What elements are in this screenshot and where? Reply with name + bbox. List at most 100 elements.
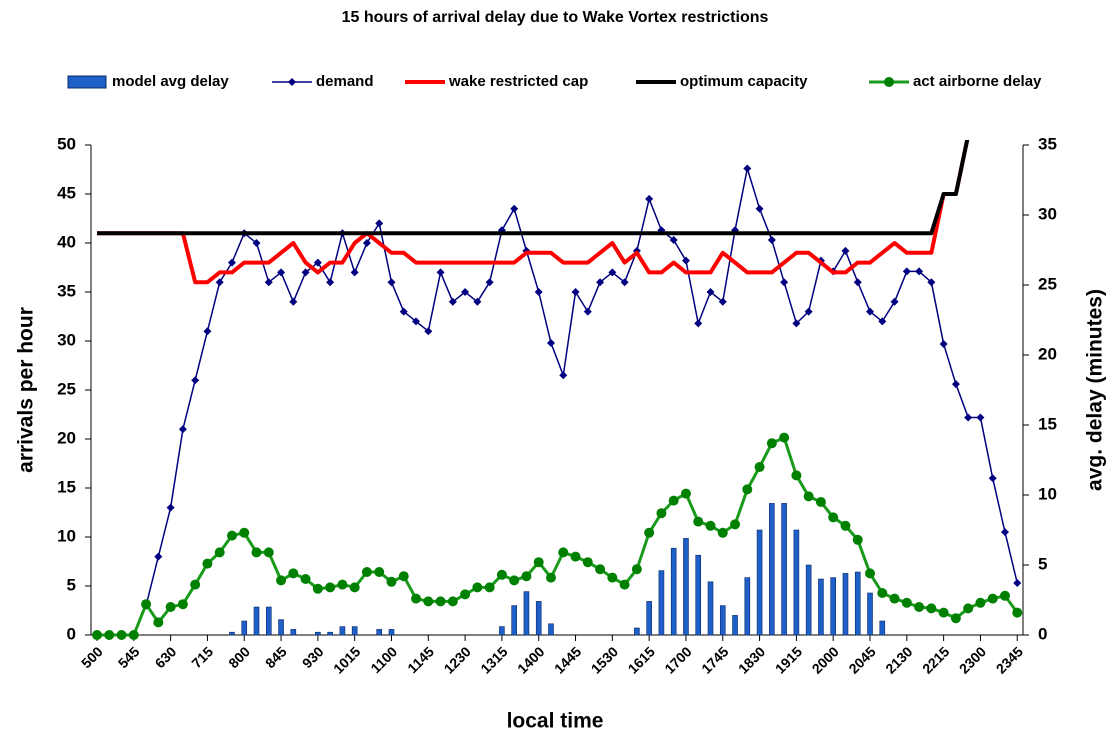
marker: [165, 602, 176, 612]
y2-tick-label: 25: [1038, 274, 1057, 293]
marker: [791, 470, 802, 481]
x-tick-label: 1915: [772, 643, 805, 676]
bar: [781, 503, 787, 636]
x-tick-label: 545: [115, 643, 143, 671]
bar: [511, 605, 517, 636]
marker: [644, 527, 655, 538]
marker: [964, 413, 973, 422]
marker: [596, 278, 605, 287]
marker: [337, 579, 348, 590]
marker: [227, 258, 236, 267]
marker: [792, 319, 801, 328]
marker: [889, 593, 900, 604]
bar: [879, 620, 886, 636]
x-tick-label: 500: [78, 643, 106, 671]
marker: [693, 516, 704, 527]
marker: [938, 607, 949, 618]
legend-label: demand: [316, 73, 374, 90]
legend-label: act airborne delay: [913, 73, 1042, 90]
marker: [841, 246, 850, 255]
x-tick-label: 1230: [440, 643, 473, 676]
marker: [680, 488, 691, 499]
marker: [927, 278, 936, 287]
marker: [398, 571, 409, 582]
bar: [793, 529, 800, 636]
marker: [423, 596, 434, 607]
x-axis-title: local time: [507, 710, 604, 733]
bar: [548, 623, 554, 636]
marker: [987, 593, 998, 604]
x-tick-label: 930: [299, 643, 327, 671]
y-tick-label: 10: [57, 526, 76, 545]
y2-tick-label: 30: [1038, 204, 1057, 223]
marker: [1013, 579, 1022, 588]
marker: [767, 236, 776, 245]
marker: [203, 327, 212, 336]
marker: [177, 599, 188, 610]
marker: [619, 579, 630, 590]
marker: [399, 307, 408, 316]
marker: [608, 268, 617, 277]
marker: [926, 603, 937, 614]
marker: [533, 557, 544, 568]
marker: [154, 552, 163, 561]
marker: [251, 547, 262, 558]
marker: [963, 603, 974, 614]
marker: [669, 236, 678, 245]
y-tick-label: 40: [57, 232, 76, 251]
bar: [351, 626, 358, 636]
marker: [1000, 528, 1009, 537]
marker: [191, 376, 200, 385]
marker: [582, 557, 593, 568]
x-tick-label: 1615: [625, 643, 658, 676]
marker: [570, 551, 581, 562]
marker: [779, 432, 790, 443]
bar: [818, 578, 824, 636]
bar: [744, 577, 751, 636]
marker: [975, 597, 986, 608]
marker: [803, 491, 814, 502]
marker: [546, 338, 555, 347]
marker: [645, 194, 654, 203]
marker: [312, 583, 323, 594]
marker: [288, 568, 299, 579]
bar: [769, 503, 775, 636]
marker: [694, 319, 703, 328]
marker: [387, 278, 396, 287]
marker: [153, 617, 164, 628]
x-tick-label: 800: [225, 643, 253, 671]
y-tick-label: 30: [57, 330, 76, 349]
marker: [166, 503, 175, 512]
x-tick-label: 2300: [956, 643, 989, 676]
marker: [510, 204, 519, 213]
marker: [264, 278, 273, 287]
x-tick-label: 1315: [477, 643, 510, 676]
marker: [534, 288, 543, 296]
marker: [496, 569, 507, 580]
marker: [178, 425, 187, 434]
x-tick-label: 1445: [551, 643, 584, 676]
marker: [705, 520, 716, 531]
marker: [473, 297, 482, 306]
marker: [313, 258, 322, 267]
bar: [658, 570, 665, 636]
marker: [742, 484, 753, 495]
marker: [128, 630, 139, 640]
y-tick-label: 45: [57, 183, 76, 202]
marker: [141, 599, 152, 610]
y2-tick-label: 35: [1038, 134, 1057, 153]
chart-title: 15 hours of arrival delay due to Wake Vo…: [342, 9, 769, 26]
marker: [92, 630, 102, 640]
legend-label: model avg delay: [112, 73, 229, 90]
marker: [472, 582, 483, 593]
marker: [349, 582, 360, 593]
marker: [717, 527, 728, 538]
y-tick-label: 50: [57, 134, 76, 153]
marker: [435, 596, 446, 607]
y-tick-label: 20: [57, 428, 76, 447]
marker: [263, 547, 274, 558]
marker: [116, 630, 127, 640]
marker: [988, 474, 997, 483]
marker: [447, 596, 458, 607]
marker: [300, 574, 311, 584]
